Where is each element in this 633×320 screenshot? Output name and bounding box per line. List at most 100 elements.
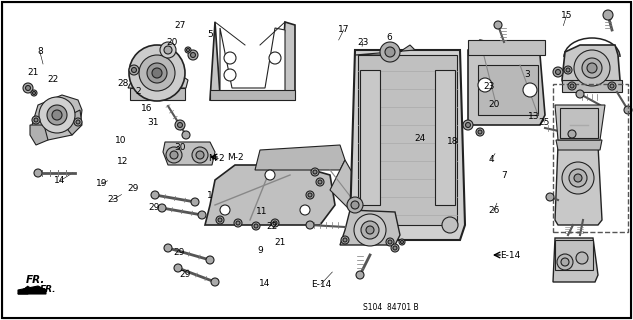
Circle shape (465, 123, 470, 127)
Circle shape (129, 65, 139, 75)
Circle shape (224, 52, 236, 64)
Circle shape (347, 197, 363, 213)
Circle shape (608, 82, 616, 90)
Circle shape (164, 244, 172, 252)
Circle shape (478, 78, 492, 92)
Circle shape (139, 55, 175, 91)
Circle shape (34, 118, 38, 122)
Circle shape (187, 49, 189, 52)
Circle shape (401, 241, 403, 244)
Circle shape (343, 238, 347, 242)
Circle shape (191, 52, 196, 58)
Circle shape (198, 211, 206, 219)
Circle shape (570, 84, 574, 88)
Circle shape (354, 214, 386, 246)
Text: 21: 21 (274, 238, 285, 247)
Circle shape (300, 205, 310, 215)
Circle shape (341, 236, 349, 244)
Circle shape (610, 84, 614, 88)
Circle shape (574, 174, 582, 182)
Circle shape (177, 123, 182, 127)
Circle shape (587, 63, 597, 73)
Circle shape (380, 42, 400, 62)
Circle shape (393, 246, 397, 250)
Polygon shape (468, 40, 545, 55)
Circle shape (160, 42, 176, 58)
Circle shape (34, 169, 42, 177)
Bar (553, 84, 628, 232)
Circle shape (74, 118, 82, 126)
Text: 22: 22 (47, 75, 58, 84)
Text: 16: 16 (141, 104, 153, 113)
Text: 23: 23 (357, 38, 368, 47)
Circle shape (546, 193, 554, 201)
Text: 14: 14 (54, 176, 66, 185)
Text: S104  84701 B: S104 84701 B (363, 303, 418, 312)
Circle shape (576, 90, 584, 98)
Circle shape (174, 264, 182, 272)
Circle shape (175, 120, 185, 130)
Circle shape (188, 50, 198, 60)
Circle shape (23, 83, 33, 93)
Polygon shape (358, 55, 457, 225)
Polygon shape (555, 145, 602, 225)
Circle shape (311, 168, 319, 176)
Circle shape (386, 238, 394, 246)
Polygon shape (210, 90, 295, 100)
Circle shape (52, 110, 62, 120)
Text: 9: 9 (257, 246, 263, 255)
Text: 4: 4 (489, 155, 494, 164)
Circle shape (220, 205, 230, 215)
Text: 31: 31 (147, 118, 159, 127)
Polygon shape (205, 165, 335, 225)
Circle shape (478, 130, 482, 134)
Circle shape (574, 50, 610, 86)
Circle shape (361, 221, 379, 239)
Circle shape (562, 162, 594, 194)
Polygon shape (128, 76, 188, 88)
Circle shape (269, 52, 281, 64)
Polygon shape (468, 40, 545, 125)
Circle shape (170, 151, 178, 159)
Polygon shape (18, 286, 46, 294)
Polygon shape (220, 28, 285, 92)
Circle shape (234, 219, 242, 227)
Text: 10: 10 (115, 136, 126, 145)
Circle shape (556, 69, 560, 75)
Text: 18: 18 (447, 137, 458, 146)
Circle shape (164, 46, 172, 54)
Polygon shape (355, 45, 415, 55)
Polygon shape (18, 286, 28, 294)
Circle shape (132, 68, 137, 73)
Polygon shape (478, 65, 538, 115)
Circle shape (206, 256, 214, 264)
Text: 22: 22 (266, 222, 278, 231)
Circle shape (31, 90, 37, 96)
Circle shape (273, 221, 277, 225)
Text: 27: 27 (175, 21, 186, 30)
Circle shape (129, 45, 185, 101)
Polygon shape (32, 95, 82, 140)
Circle shape (476, 128, 484, 136)
Circle shape (306, 191, 314, 199)
Circle shape (252, 222, 260, 230)
Text: M-2: M-2 (208, 154, 225, 163)
Circle shape (218, 218, 222, 222)
Text: 12: 12 (116, 157, 128, 166)
Text: 5: 5 (207, 30, 213, 39)
Polygon shape (555, 240, 593, 270)
Circle shape (391, 244, 399, 252)
Polygon shape (560, 108, 598, 138)
Text: 23: 23 (107, 195, 118, 204)
Circle shape (308, 193, 312, 197)
Circle shape (25, 85, 30, 91)
Text: 19: 19 (96, 179, 107, 188)
Text: 23: 23 (484, 82, 495, 91)
Circle shape (151, 191, 159, 199)
Circle shape (603, 10, 613, 20)
Circle shape (568, 130, 576, 138)
Text: 30: 30 (175, 143, 186, 152)
Circle shape (313, 170, 317, 174)
Text: FR.: FR. (25, 275, 45, 285)
Circle shape (494, 21, 502, 29)
